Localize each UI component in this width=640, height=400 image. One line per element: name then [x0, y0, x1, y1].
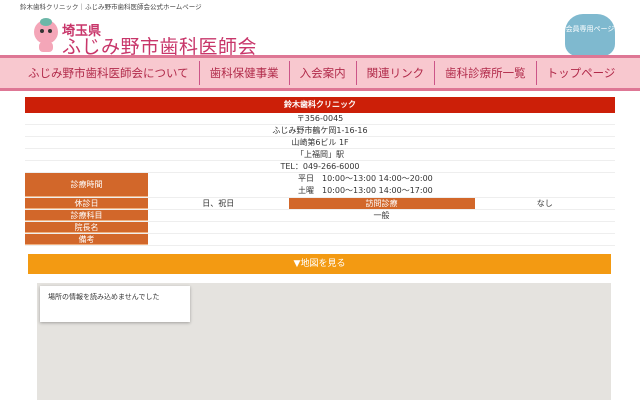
map-area[interactable]: 場所の情報を読み込めませんでした [37, 283, 611, 400]
closed-label: 休診日 [25, 198, 148, 209]
director-value [148, 222, 615, 233]
address-line-2: 山崎第6ビル 1F [25, 137, 615, 149]
telephone: TEL：049-266-6000 [25, 161, 615, 173]
clinic-table: 鈴木歯科クリニック 〒356-0045 ふじみ野市鶴ケ岡1-16-16 山崎第6… [25, 97, 615, 246]
dept-label: 診療科目 [25, 210, 148, 221]
address-line-1: ふじみ野市鶴ケ岡1-16-16 [25, 125, 615, 137]
show-map-button[interactable]: ▼地図を見る [28, 254, 611, 274]
notes-value [148, 234, 615, 245]
nav-clinic-list[interactable]: 歯科診療所一覧 [435, 61, 537, 85]
clinic-name: 鈴木歯科クリニック [25, 97, 615, 113]
hours-label: 診療時間 [25, 173, 148, 197]
main-nav: ふじみ野市歯科医師会について 歯科保健事業 入会案内 関連リンク 歯科診療所一覧… [0, 55, 640, 91]
nav-membership[interactable]: 入会案内 [290, 61, 357, 85]
site-title[interactable]: ふじみ野市歯科医師会 [62, 36, 258, 58]
map-error-message: 場所の情報を読み込めませんでした [40, 286, 190, 322]
visit-label: 訪問診療 [288, 198, 475, 209]
director-label: 院長名 [25, 222, 148, 233]
notes-label: 備考 [25, 234, 148, 245]
nav-top-page[interactable]: トップページ [546, 66, 616, 80]
hours-weekday: 平日 10:00～13:00 14:00～20:00 [298, 174, 433, 183]
nav-dental-health[interactable]: 歯科保健事業 [200, 61, 290, 85]
closed-days: 日、祝日 [202, 199, 235, 208]
nav-about[interactable]: ふじみ野市歯科医師会について [18, 61, 200, 85]
visit-value: なし [536, 199, 553, 208]
mascot-logo-icon[interactable] [26, 16, 66, 54]
prefecture-label: 埼玉県 [62, 24, 102, 39]
members-page-button[interactable]: 会員専用ページ [565, 14, 615, 56]
hours-saturday: 土曜 10:00～13:00 14:00～17:00 [298, 185, 433, 195]
nearest-station: 「上福岡」駅 [25, 149, 615, 161]
site-breadcrumb: 鈴木歯科クリニック｜ふじみ野市歯科医師会公式ホームページ [20, 3, 202, 11]
dept-value: 一般 [373, 211, 390, 220]
postal-code: 〒356-0045 [25, 113, 615, 125]
nav-links[interactable]: 関連リンク [357, 61, 436, 85]
